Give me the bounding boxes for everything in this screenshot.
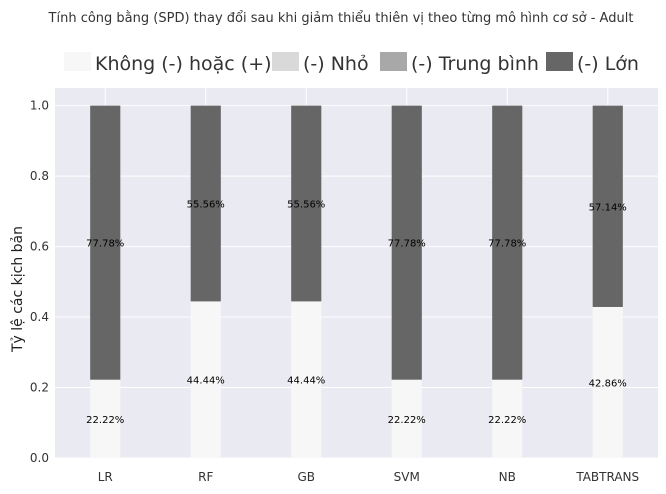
plot-area <box>55 88 658 458</box>
bars <box>90 105 623 458</box>
data-label: 44.44% <box>187 376 225 387</box>
y-tick-label: 0.6 <box>30 240 49 254</box>
legend-swatch <box>380 52 407 71</box>
y-tick-label: 0.2 <box>30 381 49 395</box>
data-label: 42.86% <box>589 378 627 389</box>
x-tick-label: GB <box>297 470 315 484</box>
x-tick-label: NB <box>499 470 516 484</box>
legend-swatch <box>272 52 299 71</box>
bar-segment <box>391 379 422 458</box>
legend-swatch <box>64 52 91 71</box>
data-label: 55.56% <box>287 200 325 211</box>
bar-segment <box>90 105 121 380</box>
x-tick-label: SVM <box>394 470 420 484</box>
y-tick-label: 0.0 <box>30 451 49 465</box>
bar-segment <box>592 306 623 458</box>
data-label: 77.78% <box>388 239 426 250</box>
y-tick-label: 0.8 <box>30 169 49 183</box>
x-tick-label: RF <box>198 470 213 484</box>
y-tick-label: 0.4 <box>30 310 49 324</box>
data-label: 57.14% <box>589 202 627 213</box>
chart-title: Tính công bằng (SPD) thay đổi sau khi gi… <box>48 11 634 26</box>
bar-segment <box>391 105 422 380</box>
data-label: 77.78% <box>488 239 526 250</box>
bar-segment <box>291 301 322 458</box>
bar-segment <box>190 105 221 302</box>
x-tick-label: TABTRANS <box>575 470 639 484</box>
data-label: 77.78% <box>86 239 124 250</box>
bar-segment <box>492 105 523 380</box>
data-label: 22.22% <box>388 415 426 426</box>
legend-label: Không (-) hoặc (+) <box>95 53 272 75</box>
x-axis: LR RF GB SVM NB TABTRANS <box>98 470 639 484</box>
bar-segment <box>90 379 121 458</box>
y-axis-label: Tỷ lệ các kịch bản <box>10 226 26 353</box>
bar-segment <box>492 379 523 458</box>
y-axis: 0.0 0.2 0.4 0.6 0.8 1.0 <box>30 99 49 465</box>
data-label: 44.44% <box>287 376 325 387</box>
data-labels: 22.22% 77.78% 44.44% 55.56% 44.44% 55.56% 22.2… <box>86 200 627 426</box>
data-label: 22.22% <box>488 415 526 426</box>
x-tick-label: LR <box>98 470 113 484</box>
bar-segment <box>190 301 221 458</box>
bar-segment <box>592 105 623 307</box>
bar-segment <box>291 105 322 302</box>
legend-swatch <box>546 52 573 71</box>
legend-label: (-) Trung bình <box>411 53 539 75</box>
legend: Không (-) hoặc (+) (-) Nhỏ (-) Trung bình (… <box>64 52 639 75</box>
data-label: 22.22% <box>86 415 124 426</box>
data-label: 55.56% <box>187 200 225 211</box>
y-tick-label: 1.0 <box>30 99 49 113</box>
legend-label: (-) Nhỏ <box>303 53 369 75</box>
legend-label: (-) Lớn <box>577 53 639 75</box>
